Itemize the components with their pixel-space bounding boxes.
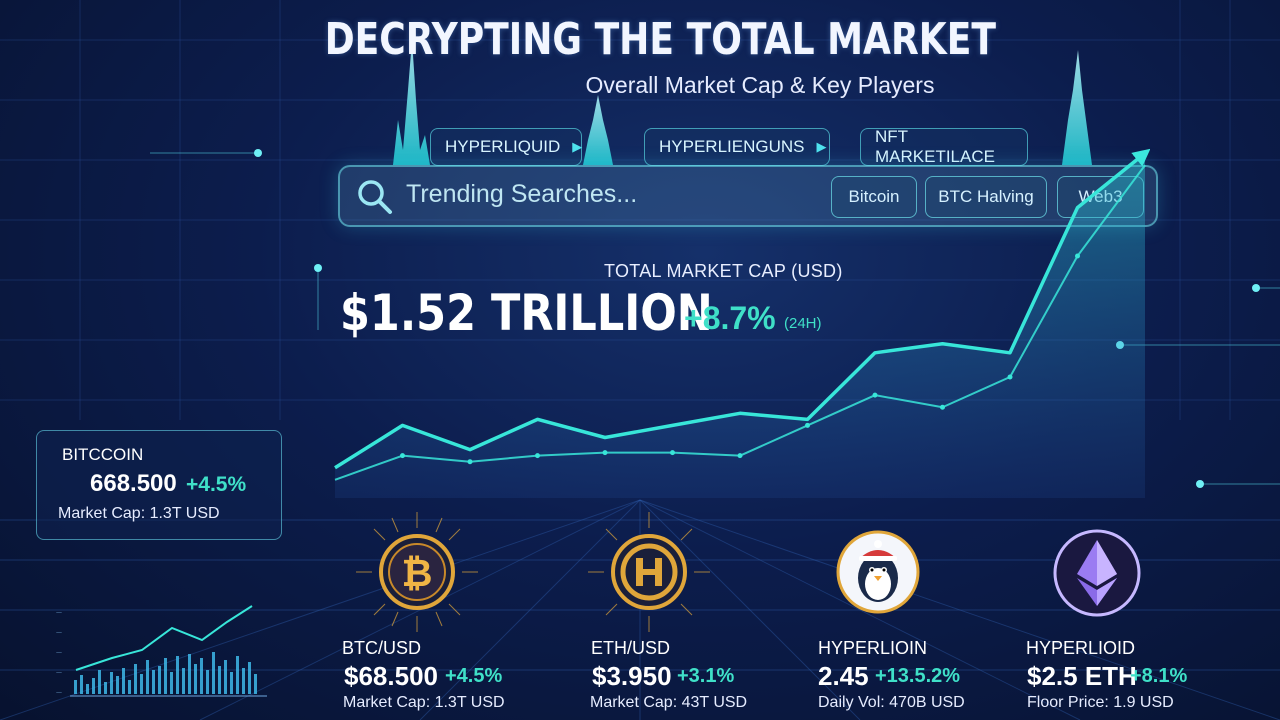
- svg-text:—: —: [56, 609, 62, 616]
- chart-point: [1007, 374, 1013, 380]
- chart-point: [535, 453, 540, 459]
- svg-text:₿: ₿: [402, 551, 433, 595]
- chart-point: [670, 450, 675, 456]
- tab-hyperliquid[interactable]: HYPERLIQUID ▶: [430, 128, 582, 166]
- coin-price-hyperlioin: 2.45: [818, 661, 869, 691]
- penguin-icon: [836, 530, 920, 614]
- market-cap-period: (24H): [784, 315, 822, 332]
- card-coin-name: BITCCOIN: [62, 445, 144, 464]
- hyper-h-icon: [588, 512, 710, 632]
- coin-sub-btc: Market Cap: 1.3T USD: [343, 694, 505, 711]
- coin-price-btc: $68.500: [344, 661, 438, 691]
- play-icon: ▶: [572, 139, 583, 154]
- coin-sub-eth: Market Cap: 43T USD: [590, 694, 748, 711]
- market-cap-chart: [334, 148, 1150, 498]
- tab-label: NFT MARKETILACE: [875, 127, 995, 166]
- chart-point: [872, 392, 878, 398]
- trending-chip-bitcoin[interactable]: Bitcoin: [831, 176, 917, 218]
- coin-label-btc: BTC/USD: [342, 638, 422, 658]
- tab-label: HYPERLIQUID: [445, 137, 561, 156]
- tab-hyperlienguns[interactable]: HYPERLIENGUNS ▶: [644, 128, 830, 166]
- market-cap-value: $1.52 TRILLION: [340, 284, 713, 342]
- chart-area: [335, 153, 1145, 498]
- coin-change-hyperlioin: +13.5.2%: [875, 665, 961, 687]
- coin-label-hyperlioid: HYPERLIOID: [1026, 638, 1136, 658]
- tab-label: HYPERLIENGUNS: [659, 137, 805, 156]
- chart-point: [1075, 253, 1080, 259]
- market-cap-change: +8.7%: [684, 300, 776, 336]
- page-title: DECRYPTING THE TOTAL MARKET: [324, 14, 996, 65]
- play-icon: ▶: [816, 139, 827, 154]
- search-icon: [358, 180, 392, 214]
- coin-change-eth: +3.1%: [677, 665, 735, 687]
- page-subtitle: Overall Market Cap & Key Players: [585, 72, 935, 98]
- svg-text:—: —: [56, 649, 62, 656]
- coin-price-eth: $3.950: [592, 661, 672, 691]
- market-cap-label: TOTAL MARKET CAP (USD): [604, 261, 843, 281]
- chart-point: [737, 453, 743, 459]
- card-price: 668.500: [90, 470, 177, 497]
- search-bar[interactable]: [338, 165, 1158, 227]
- chart-point: [940, 404, 945, 410]
- mini-volume-chart: — — — — —: [56, 605, 267, 697]
- svg-text:—: —: [56, 669, 62, 676]
- bitcoin-icon: ₿: [356, 512, 478, 632]
- chart-point: [400, 453, 405, 459]
- trending-chip-btc-halving[interactable]: BTC Halving: [925, 176, 1047, 218]
- search-input[interactable]: Trending Searches...: [406, 180, 638, 208]
- ethereum-icon: [1053, 529, 1141, 617]
- bitcoin-card[interactable]: [36, 430, 282, 540]
- svg-text:—: —: [56, 689, 62, 696]
- coin-price-hyperlioid: $2.5 ETH: [1027, 661, 1137, 691]
- coin-sub-hyperlioid: Floor Price: 1.9 USD: [1027, 694, 1174, 711]
- card-change: +4.5%: [186, 473, 247, 496]
- chart-point: [602, 450, 608, 456]
- chart-point: [467, 459, 473, 465]
- tab-nft-marketplace[interactable]: NFT MARKETILACE: [860, 127, 1028, 166]
- coin-change-btc: +4.5%: [445, 665, 503, 687]
- svg-text:—: —: [56, 629, 62, 636]
- coin-sub-hyperlioin: Daily Vol: 470B USD: [818, 694, 965, 711]
- coin-label-eth: ETH/USD: [591, 638, 671, 658]
- card-market-cap: Market Cap: 1.3T USD: [58, 505, 220, 522]
- chart-series-line-1: [334, 148, 1150, 470]
- coin-label-hyperlioin: HYPERLIOIN: [818, 638, 928, 658]
- chart-point: [805, 422, 810, 428]
- coin-change-hyperlioid: +8.1%: [1130, 665, 1188, 687]
